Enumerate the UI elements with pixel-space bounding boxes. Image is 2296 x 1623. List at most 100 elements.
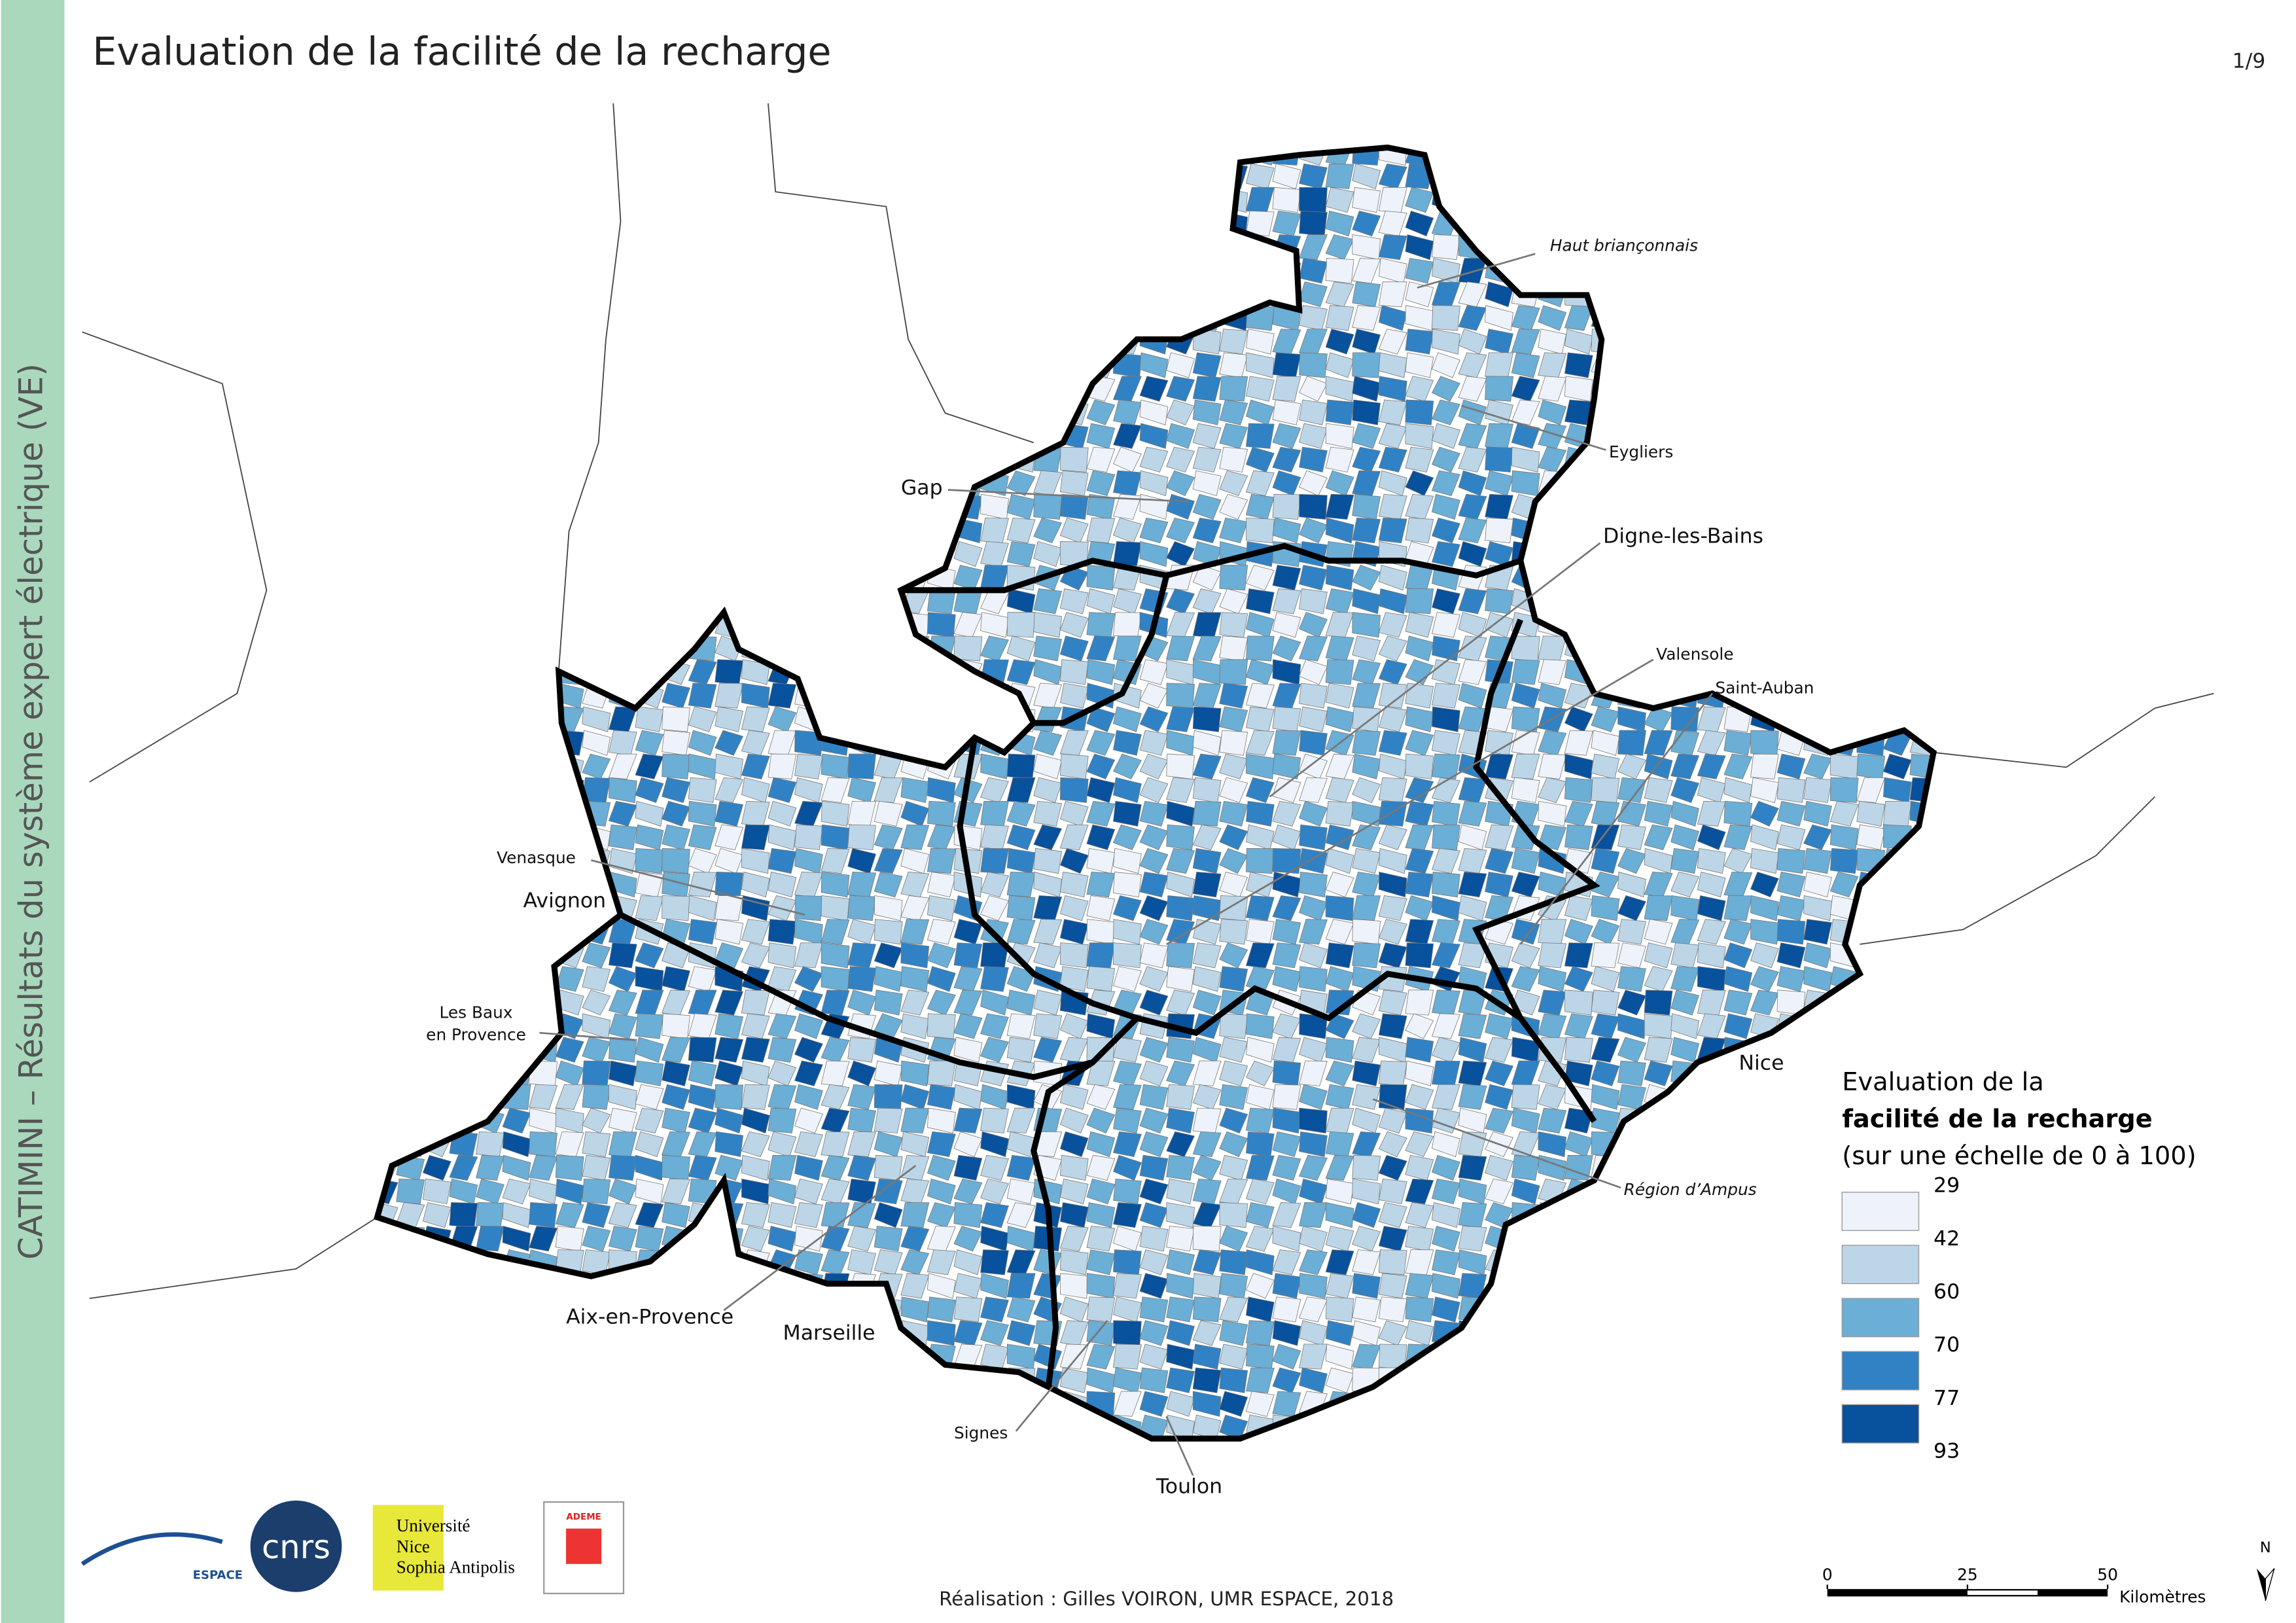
- commune: [1432, 305, 1460, 331]
- commune: [555, 1391, 584, 1417]
- commune: [1538, 1296, 1567, 1323]
- commune: [377, 281, 398, 308]
- commune: [1909, 872, 1934, 898]
- commune: [582, 966, 611, 992]
- commune: [741, 588, 770, 615]
- commune: [1723, 1107, 1753, 1133]
- north-arrow: [2256, 1568, 2266, 1601]
- commune: [1272, 1438, 1301, 1439]
- commune: [1245, 777, 1275, 803]
- commune: [502, 1178, 531, 1205]
- commune: [449, 919, 478, 945]
- commune: [396, 1037, 425, 1063]
- commune: [1909, 990, 1934, 1016]
- commune: [1033, 706, 1063, 732]
- commune: [1192, 1226, 1222, 1252]
- commune: [377, 990, 398, 1016]
- commune: [1829, 777, 1859, 803]
- commune: [608, 635, 637, 662]
- commune: [608, 800, 637, 827]
- commune: [768, 258, 797, 284]
- page-title: Evaluation de la facilité de la recharge: [92, 29, 831, 74]
- commune: [1166, 1154, 1195, 1181]
- commune: [1776, 376, 1806, 402]
- commune: [635, 187, 664, 213]
- commune: [396, 753, 425, 779]
- commune: [1113, 942, 1142, 969]
- commune: [1776, 1107, 1806, 1133]
- commune: [874, 847, 903, 874]
- commune: [1192, 147, 1222, 166]
- commune: [1856, 281, 1886, 308]
- commune: [1909, 919, 1934, 945]
- commune: [1006, 329, 1036, 355]
- place-labels: Haut briançonnaisEygliersGapDigne-les-Ba…: [426, 236, 1814, 1498]
- commune: [715, 163, 744, 190]
- commune: [608, 588, 637, 615]
- commune: [1937, 541, 1965, 566]
- commune: [821, 281, 850, 308]
- commune: [1272, 352, 1301, 378]
- commune: [1564, 800, 1593, 827]
- commune: [635, 1226, 664, 1252]
- commune: [1829, 1013, 1859, 1039]
- commune: [874, 210, 903, 237]
- commune: [608, 1013, 637, 1039]
- commune: [1086, 234, 1116, 260]
- commune: [476, 281, 504, 308]
- commune: [1776, 588, 1806, 615]
- commune: [529, 635, 558, 662]
- commune: [1219, 1391, 1248, 1417]
- commune: [377, 376, 398, 402]
- commune: [1829, 659, 1859, 685]
- commune: [1617, 612, 1646, 638]
- commune: [449, 210, 478, 237]
- commune: [1937, 1202, 1965, 1227]
- commune: [1405, 659, 1434, 685]
- commune: [821, 847, 850, 874]
- commune: [1538, 753, 1567, 779]
- commune: [1697, 163, 1726, 190]
- commune: [1059, 1414, 1089, 1439]
- commune: [1750, 1226, 1779, 1252]
- commune: [1937, 423, 1965, 448]
- commune: [1006, 1131, 1036, 1158]
- commune: [609, 1060, 637, 1086]
- commune: [1937, 1037, 1965, 1062]
- page-number: 1/9: [2233, 50, 2266, 73]
- commune: [1882, 800, 1912, 827]
- commune: [1803, 1107, 1832, 1134]
- commune: [1432, 824, 1460, 851]
- commune: [1937, 872, 1965, 897]
- commune: [1856, 824, 1886, 851]
- commune: [1325, 753, 1354, 779]
- commune: [1378, 990, 1407, 1016]
- commune: [476, 258, 504, 284]
- commune: [1670, 352, 1700, 378]
- commune: [688, 753, 717, 779]
- commune: [635, 329, 664, 355]
- commune: [1591, 1037, 1620, 1063]
- commune: [635, 210, 664, 237]
- commune: [1378, 777, 1407, 803]
- commune: [927, 399, 956, 425]
- commune: [1139, 966, 1169, 992]
- commune: [1299, 352, 1328, 378]
- commune: [1352, 1060, 1381, 1086]
- commune: [1829, 517, 1859, 544]
- commune: [1219, 753, 1248, 779]
- commune: [529, 234, 558, 260]
- commune: [476, 635, 504, 662]
- commune: [1246, 1013, 1275, 1039]
- commune: [1139, 730, 1169, 756]
- commune: [1909, 612, 1934, 638]
- commune: [1697, 966, 1726, 992]
- commune: [847, 1037, 877, 1063]
- commune: [476, 1273, 504, 1299]
- commune: [1192, 895, 1222, 921]
- commune: [874, 1107, 903, 1133]
- commune: [1564, 399, 1593, 425]
- commune: [821, 541, 850, 567]
- commune: [715, 376, 744, 402]
- commune: [1352, 659, 1381, 685]
